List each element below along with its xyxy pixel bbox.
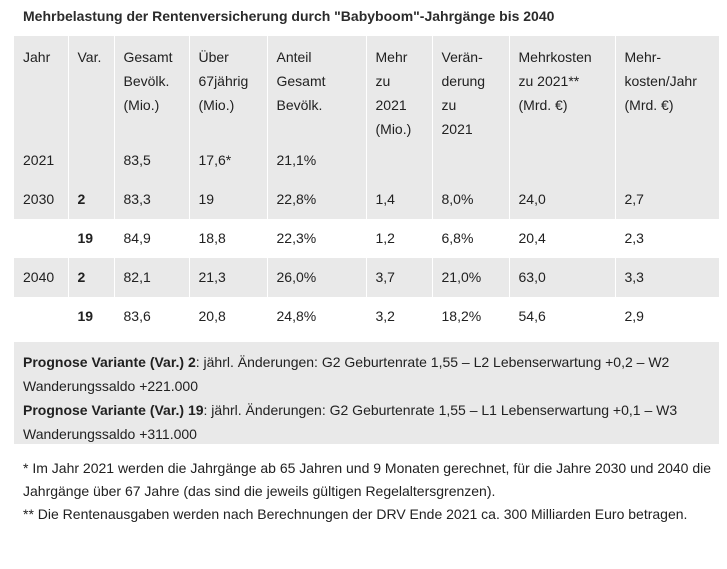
table-cell: 83,6	[114, 297, 190, 336]
table-cell	[509, 141, 616, 180]
table-cell: 24,0	[509, 180, 616, 219]
table-cell: 54,6	[509, 297, 616, 336]
table-cell: 1,4	[366, 180, 433, 219]
table-cell	[14, 219, 69, 258]
header-label: 2021	[375, 97, 407, 113]
header-row: Jahr Var. Gesamt Bevölk. (Mio.) Über 67jähr…	[14, 36, 720, 141]
table-cell: 2040	[14, 258, 69, 297]
variant-notes: Prognose Variante (Var.) 2: jährl. Änder…	[14, 342, 719, 444]
table-cell: 2021	[14, 141, 69, 180]
table-cell: 18,2%	[432, 297, 510, 336]
table-cell: 2	[68, 180, 115, 219]
table-cell: 1,2	[366, 219, 433, 258]
header-cell: Gesamt Bevölk. (Mio.)	[114, 36, 190, 141]
table-cell: 20,8	[189, 297, 268, 336]
header-label: zu	[441, 97, 457, 113]
data-table: Jahr Var. Gesamt Bevölk. (Mio.) Über 67jähr…	[14, 36, 720, 336]
header-label: (Mio.)	[123, 97, 160, 113]
variant-19-note: Prognose Variante (Var.) 19: jährl. Ände…	[23, 398, 710, 446]
table-caption: Mehrbelastung der Rentenversicherung dur…	[23, 8, 555, 24]
table-cell	[366, 141, 433, 180]
variant-2-text: : jährl. Änderungen: G2 Geburtenrate 1,5…	[23, 354, 670, 394]
header-label: zu 2021**	[518, 73, 580, 89]
header-label: Anteil	[276, 49, 312, 65]
header-cell: Mehr zu 2021 (Mio.)	[366, 36, 433, 141]
table-cell: 24,8%	[267, 297, 367, 336]
header-cell: Mehr-kosten/Jahr (Mrd. €)	[615, 36, 720, 141]
table-cell: 6,8%	[432, 219, 510, 258]
table-row: 2030 2 83,3 19 22,8% 1,4 8,0% 24,0 2,7	[14, 180, 720, 219]
header-label: Mehr	[375, 49, 408, 65]
table-cell: 2,9	[615, 297, 720, 336]
table-cell: 19	[68, 219, 115, 258]
table-cell: 63,0	[509, 258, 616, 297]
table-cell	[68, 141, 115, 180]
table-cell: 22,3%	[267, 219, 367, 258]
header-label: kosten/Jahr	[624, 73, 697, 89]
header-label: Bevölk.	[123, 73, 170, 89]
footnote-1: * Im Jahr 2021 werden die Jahrgänge ab 6…	[23, 460, 712, 499]
header-label: zu	[375, 73, 391, 89]
table-row: 2021 83,5 17,6* 21,1%	[14, 141, 720, 180]
header-label: Mehr-	[624, 49, 662, 65]
header-cell: Var.	[68, 36, 115, 141]
table-cell: 83,5	[114, 141, 190, 180]
table-cell	[432, 141, 510, 180]
table-cell: 26,0%	[267, 258, 367, 297]
header-label: Mehrkosten	[518, 49, 592, 65]
table-cell: 3,7	[366, 258, 433, 297]
table-cell: 19	[68, 297, 115, 336]
header-label: 67jährig	[198, 73, 249, 89]
header-label: Gesamt	[276, 73, 326, 89]
variant-19-label: Prognose Variante (Var.) 19	[23, 402, 204, 418]
variant-2-label: Prognose Variante (Var.) 2	[23, 354, 196, 370]
table-cell: 21,0%	[432, 258, 510, 297]
header-label: Verän-	[441, 49, 483, 65]
table-cell: 18,8	[189, 219, 268, 258]
header-label: Über	[198, 49, 229, 65]
table-row: 2040 2 82,1 21,3 26,0% 3,7 21,0% 63,0 3,3	[14, 258, 720, 297]
header-cell: Über 67jährig (Mio.)	[189, 36, 268, 141]
table-cell: 2030	[14, 180, 69, 219]
table-cell: 22,8%	[267, 180, 367, 219]
header-label: (Mio.)	[198, 97, 235, 113]
table-row: 19 84,9 18,8 22,3% 1,2 6,8% 20,4 2,3	[14, 219, 720, 258]
table-cell: 84,9	[114, 219, 190, 258]
table-cell: 82,1	[114, 258, 190, 297]
table-cell: 2,3	[615, 219, 720, 258]
table-cell: 17,6*	[189, 141, 268, 180]
table-cell: 2	[68, 258, 115, 297]
header-label: (Mrd. €)	[518, 97, 568, 113]
table-cell	[14, 297, 69, 336]
table-cell: 21,1%	[267, 141, 367, 180]
header-label: Var.	[77, 49, 102, 65]
footnotes: * Im Jahr 2021 werden die Jahrgänge ab 6…	[23, 457, 713, 526]
header-label: 2021	[441, 121, 473, 137]
header-label: Bevölk.	[276, 97, 323, 113]
table-cell: 2,7	[615, 180, 720, 219]
header-cell: Mehrkosten zu 2021** (Mrd. €)	[509, 36, 616, 141]
header-label: Jahr	[23, 49, 51, 65]
table-cell: 19	[189, 180, 268, 219]
table-cell: 3,2	[366, 297, 433, 336]
header-label: (Mio.)	[375, 121, 412, 137]
table-cell: 83,3	[114, 180, 190, 219]
header-label: (Mrd. €)	[624, 97, 674, 113]
table-cell: 8,0%	[432, 180, 510, 219]
footnote-2: ** Die Rentenausgaben werden nach Berech…	[23, 506, 688, 522]
header-label: Gesamt	[123, 49, 173, 65]
table-cell	[615, 141, 720, 180]
table-row: 19 83,6 20,8 24,8% 3,2 18,2% 54,6 2,9	[14, 297, 720, 336]
header-cell: Anteil Gesamt Bevölk.	[267, 36, 367, 141]
variant-19-text: : jährl. Änderungen: G2 Geburtenrate 1,5…	[23, 402, 678, 442]
header-label: derung	[441, 73, 486, 89]
variant-2-note: Prognose Variante (Var.) 2: jährl. Änder…	[23, 350, 710, 398]
table-cell: 20,4	[509, 219, 616, 258]
header-cell: Verän-derung zu 2021	[432, 36, 510, 141]
header-cell: Jahr	[14, 36, 69, 141]
table-cell: 21,3	[189, 258, 268, 297]
table-cell: 3,3	[615, 258, 720, 297]
